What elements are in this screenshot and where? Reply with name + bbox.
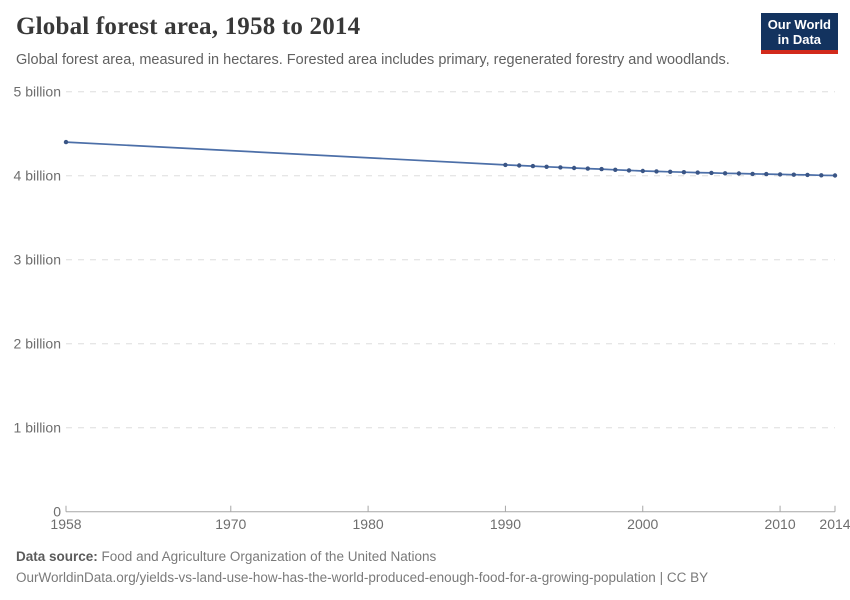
x-tick-label: 1980 <box>353 516 384 532</box>
license-line: OurWorldinData.org/yields-vs-land-use-ho… <box>16 567 834 588</box>
data-point[interactable] <box>736 171 742 176</box>
x-tick-label: 1970 <box>215 516 246 532</box>
footer-separator: | <box>655 570 667 585</box>
data-point[interactable] <box>613 167 618 172</box>
data-source-line: Data source: Food and Agriculture Organi… <box>16 546 834 567</box>
series-line <box>65 141 836 177</box>
y-tick-label: 5 billion <box>14 84 61 100</box>
license-label[interactable]: CC BY <box>666 570 709 585</box>
data-point[interactable] <box>654 169 659 174</box>
data-point[interactable] <box>640 168 645 174</box>
data-point[interactable] <box>530 163 536 169</box>
y-tick-label: 4 billion <box>14 168 61 184</box>
owid-logo[interactable]: Our World in Data <box>760 13 838 54</box>
data-point[interactable] <box>585 166 590 171</box>
x-tick-label: 2010 <box>764 516 795 532</box>
x-tick-label: 1990 <box>490 516 521 532</box>
data-point[interactable] <box>791 172 796 177</box>
y-tick-label: 2 billion <box>14 336 61 352</box>
data-point[interactable] <box>750 171 755 177</box>
data-point[interactable] <box>777 172 783 177</box>
data-point[interactable] <box>503 162 508 168</box>
chart-title: Global forest area, 1958 to 2014 <box>16 13 361 40</box>
data-point[interactable] <box>695 170 700 175</box>
source-url[interactable]: OurWorldinData.org/yields-vs-land-use-ho… <box>16 570 656 585</box>
y-tick-label: 3 billion <box>14 252 61 268</box>
data-point[interactable] <box>626 168 632 173</box>
data-point[interactable] <box>832 173 838 178</box>
data-point[interactable] <box>571 165 577 171</box>
data-source-label: Data source: <box>16 549 98 564</box>
x-tick-label: 2000 <box>627 516 658 532</box>
chart-subtitle: Global forest area, measured in hectares… <box>16 52 730 68</box>
figure-footer: Data source: Food and Agriculture Organi… <box>16 546 834 588</box>
data-point[interactable] <box>722 171 728 176</box>
y-tick-label: 1 billion <box>14 420 61 436</box>
data-point[interactable] <box>544 164 549 169</box>
logo-line2: in Data <box>777 32 822 47</box>
data-point[interactable] <box>709 170 714 176</box>
x-tick-label: 2014 <box>819 516 850 532</box>
data-point[interactable] <box>681 170 687 175</box>
y-tick-label: 0 <box>53 504 61 520</box>
data-point[interactable] <box>805 172 810 178</box>
logo-line1: Our World <box>767 17 831 32</box>
data-source-value: Food and Agriculture Organization of the… <box>101 549 437 564</box>
data-point[interactable] <box>599 166 604 172</box>
data-point[interactable] <box>558 165 563 170</box>
line-chart-canvas: 0 1 billion 2 billion 3 billion 4 billion 5 b… <box>14 84 850 532</box>
data-point[interactable] <box>517 163 522 168</box>
data-point[interactable] <box>764 171 769 177</box>
data-point[interactable] <box>63 139 69 145</box>
x-tick-label: 1958 <box>50 516 81 532</box>
data-point[interactable] <box>819 173 824 178</box>
data-point[interactable] <box>668 169 673 174</box>
